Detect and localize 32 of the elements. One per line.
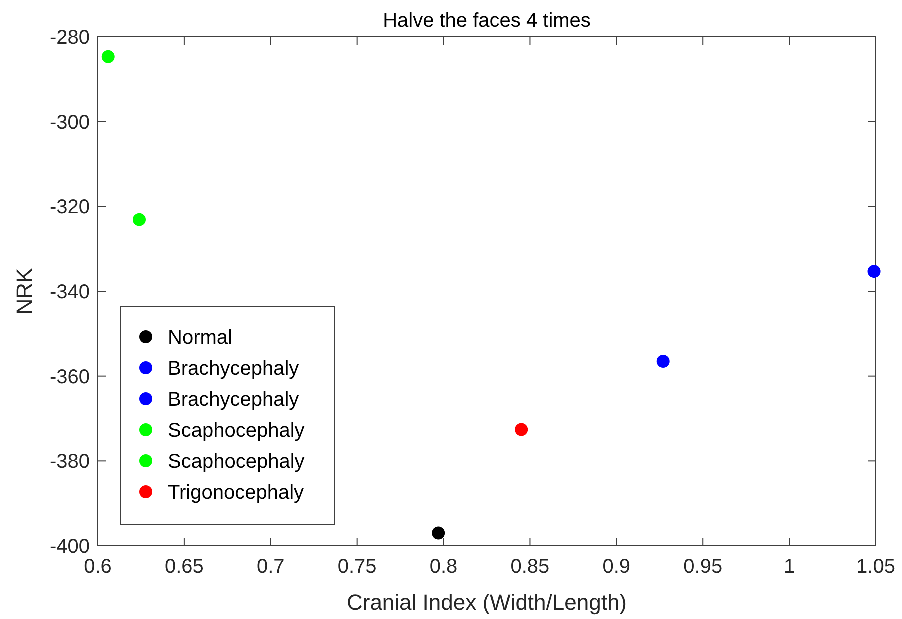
y-tick-label: -280 xyxy=(50,27,90,49)
legend-label: Scaphocephaly xyxy=(168,451,305,473)
y-tick-label: -380 xyxy=(50,451,90,474)
y-tick-label: -360 xyxy=(50,366,90,388)
x-tick-label: 1.05 xyxy=(856,556,896,578)
point xyxy=(868,265,881,278)
point xyxy=(656,355,670,368)
point xyxy=(102,50,115,64)
y-tick-label: -340 xyxy=(50,282,90,304)
chart-title: Halve the faces 4 times xyxy=(383,10,591,32)
x-tick-label: 0.65 xyxy=(164,556,204,578)
point xyxy=(132,213,146,226)
x-tick-label: 0.7 xyxy=(256,556,285,578)
x-tick-label: 0.75 xyxy=(338,556,377,578)
point xyxy=(515,423,528,436)
x-tick-label: 1 xyxy=(784,556,796,578)
x-tick-label: 0.6 xyxy=(84,556,112,578)
legend-label: Trigonocephaly xyxy=(168,482,304,504)
x-tick-label: 0.8 xyxy=(430,556,458,578)
legend-label: Brachycephaly xyxy=(168,358,300,380)
x-tick-label: 0.9 xyxy=(602,556,631,578)
legend-label: Brachycephaly xyxy=(168,389,300,411)
y-tick-label: -300 xyxy=(50,112,90,134)
x-tick-label: 0.95 xyxy=(684,556,723,578)
y-tick-label: -320 xyxy=(50,196,90,219)
legend-label: Normal xyxy=(168,327,232,349)
y-tick-label: -400 xyxy=(50,536,90,558)
point xyxy=(432,526,446,540)
legend-label: Scaphocephaly xyxy=(168,420,305,442)
x-tick-label: 0.85 xyxy=(510,556,550,578)
y-axis-title: NRK xyxy=(12,268,37,315)
x-axis-title: Cranial Index (Width/Length) xyxy=(346,590,628,615)
